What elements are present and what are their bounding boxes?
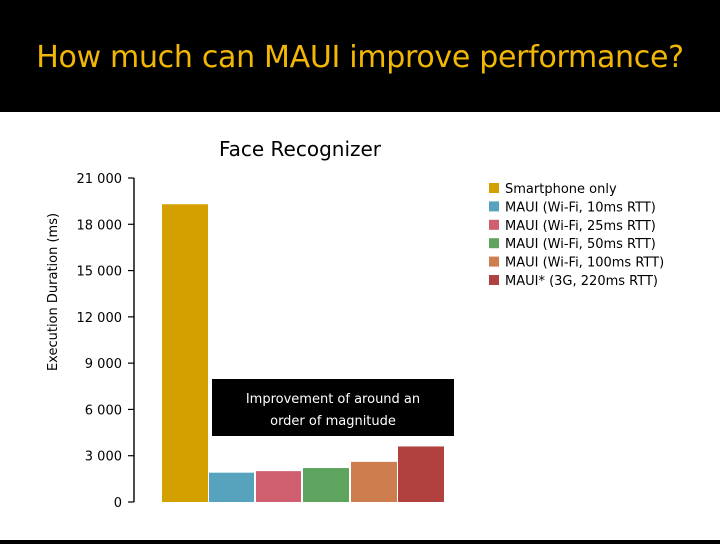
- bar: [209, 472, 254, 502]
- y-axis-label: Execution Duration (ms): [46, 213, 61, 371]
- legend-swatch: [489, 256, 499, 267]
- bar: [256, 471, 301, 502]
- legend-swatch: [489, 275, 499, 285]
- annotation-box: [212, 379, 454, 436]
- y-tick-label: 6 000: [85, 403, 122, 418]
- legend: Smartphone only MAUI (Wi-Fi, 10ms RTT) MAU…: [489, 182, 664, 289]
- legend-label: MAUI (Wi-Fi, 50ms RTT): [505, 237, 656, 252]
- y-tick-label: 21 000: [77, 172, 123, 187]
- legend-swatch: [489, 238, 499, 249]
- chart-title: Face Recognizer: [219, 137, 382, 161]
- y-axis-ticks: 0 3 000 6 000 9 000 12 000 15 000 18 000 21 000: [77, 172, 134, 511]
- y-tick-label: 3 000: [85, 450, 122, 465]
- annotation-line-2: order of magnitude: [270, 414, 396, 429]
- legend-label: MAUI (Wi-Fi, 100ms RTT): [505, 256, 664, 271]
- bar: [162, 204, 208, 502]
- annotation-callout: Improvement of around an order of magnit…: [212, 379, 454, 436]
- slide-title: How much can MAUI improve performance?: [36, 40, 684, 75]
- chart-area: Face Recognizer Execution Duration (ms) …: [0, 112, 720, 540]
- bar: [398, 446, 444, 502]
- bar: [351, 461, 397, 502]
- y-tick-label: 0: [114, 496, 122, 511]
- y-tick-label: 15 000: [77, 265, 123, 280]
- legend-label: MAUI (Wi-Fi, 25ms RTT): [505, 219, 656, 234]
- annotation-line-1: Improvement of around an: [246, 392, 420, 407]
- bar-chart: Face Recognizer Execution Duration (ms) …: [46, 137, 664, 511]
- legend-label: Smartphone only: [505, 182, 617, 197]
- legend-label: MAUI (Wi-Fi, 10ms RTT): [505, 200, 656, 215]
- legend-swatch: [489, 219, 499, 230]
- slide-title-bar: How much can MAUI improve performance?: [0, 0, 720, 112]
- y-tick-label: 18 000: [77, 218, 123, 233]
- bar: [303, 468, 349, 502]
- y-tick-label: 12 000: [77, 311, 123, 326]
- legend-label: MAUI* (3G, 220ms RTT): [505, 274, 658, 289]
- bars: [162, 204, 444, 502]
- y-tick-label: 9 000: [85, 357, 122, 372]
- legend-swatch: [489, 201, 499, 212]
- legend-swatch: [489, 183, 499, 193]
